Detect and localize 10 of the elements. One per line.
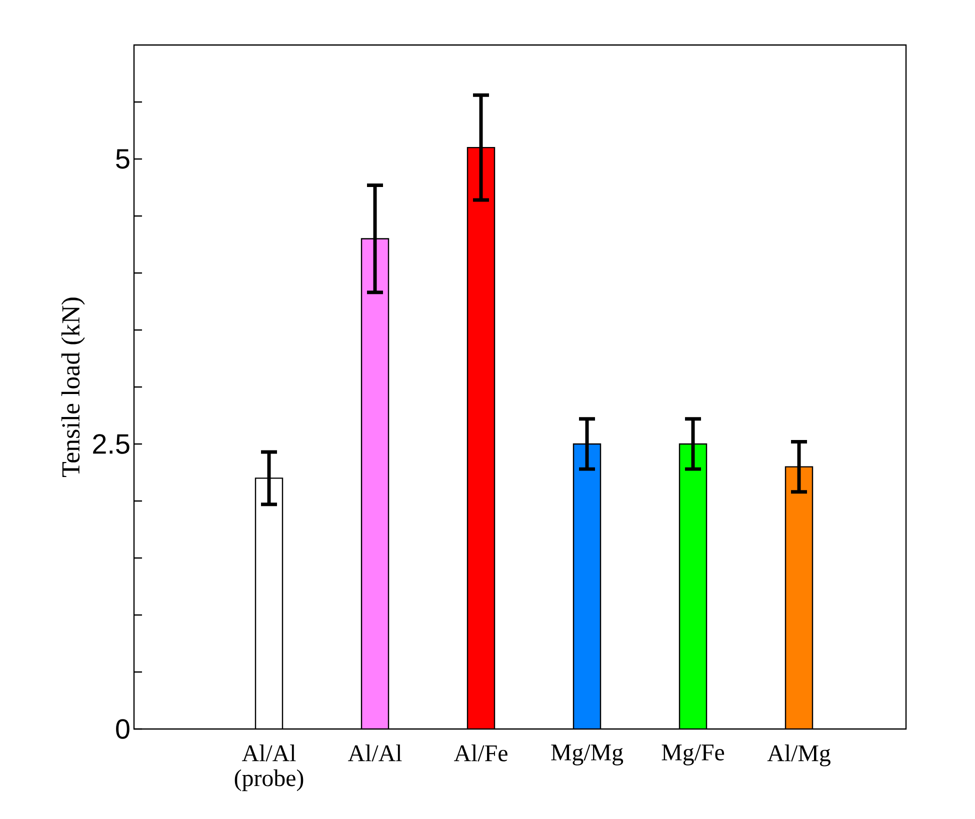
y-axis-title: Tensile load (kN) <box>61 298 85 477</box>
y-tick-label: 0 <box>116 719 130 739</box>
x-tick-label: Al/Al (probe) <box>234 744 304 792</box>
x-tick-label: Al/Fe <box>454 744 508 762</box>
x-tick-label: Mg/Fe <box>662 744 724 766</box>
y-tick-label: 5 <box>116 149 130 169</box>
y-tick-label: 2.5 <box>93 434 130 454</box>
x-tick-label: Al/Mg <box>767 744 830 766</box>
x-tick-label: Al/Al <box>348 744 402 762</box>
x-tick-label: Mg/Mg <box>551 744 624 766</box>
